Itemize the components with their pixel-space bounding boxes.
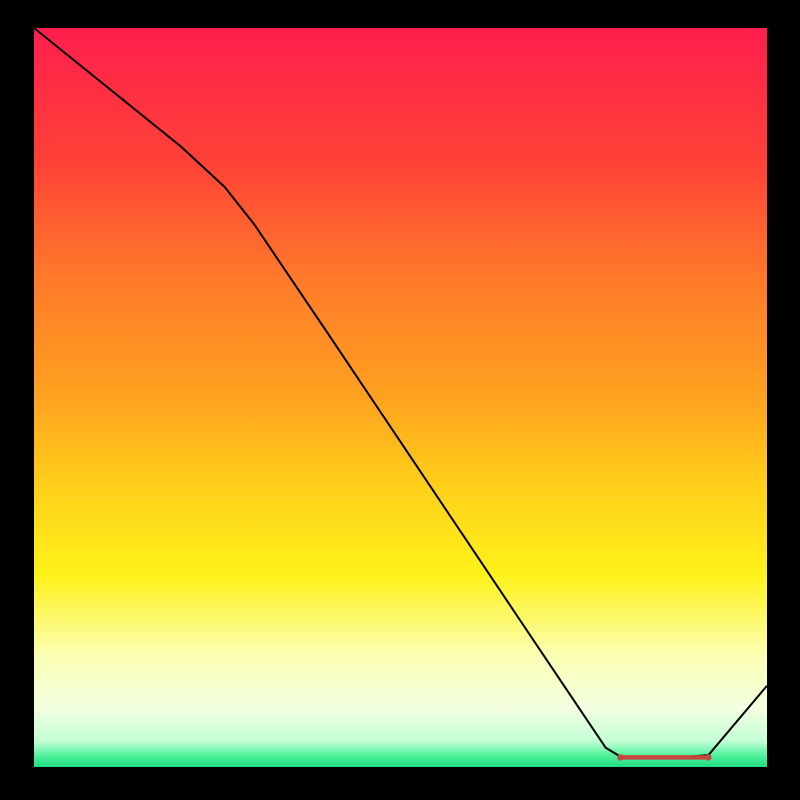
optimal-range-end-icon: [705, 754, 711, 760]
chart-background: [34, 28, 767, 767]
chart-svg: [0, 0, 800, 800]
optimal-range-start-icon: [617, 754, 623, 760]
